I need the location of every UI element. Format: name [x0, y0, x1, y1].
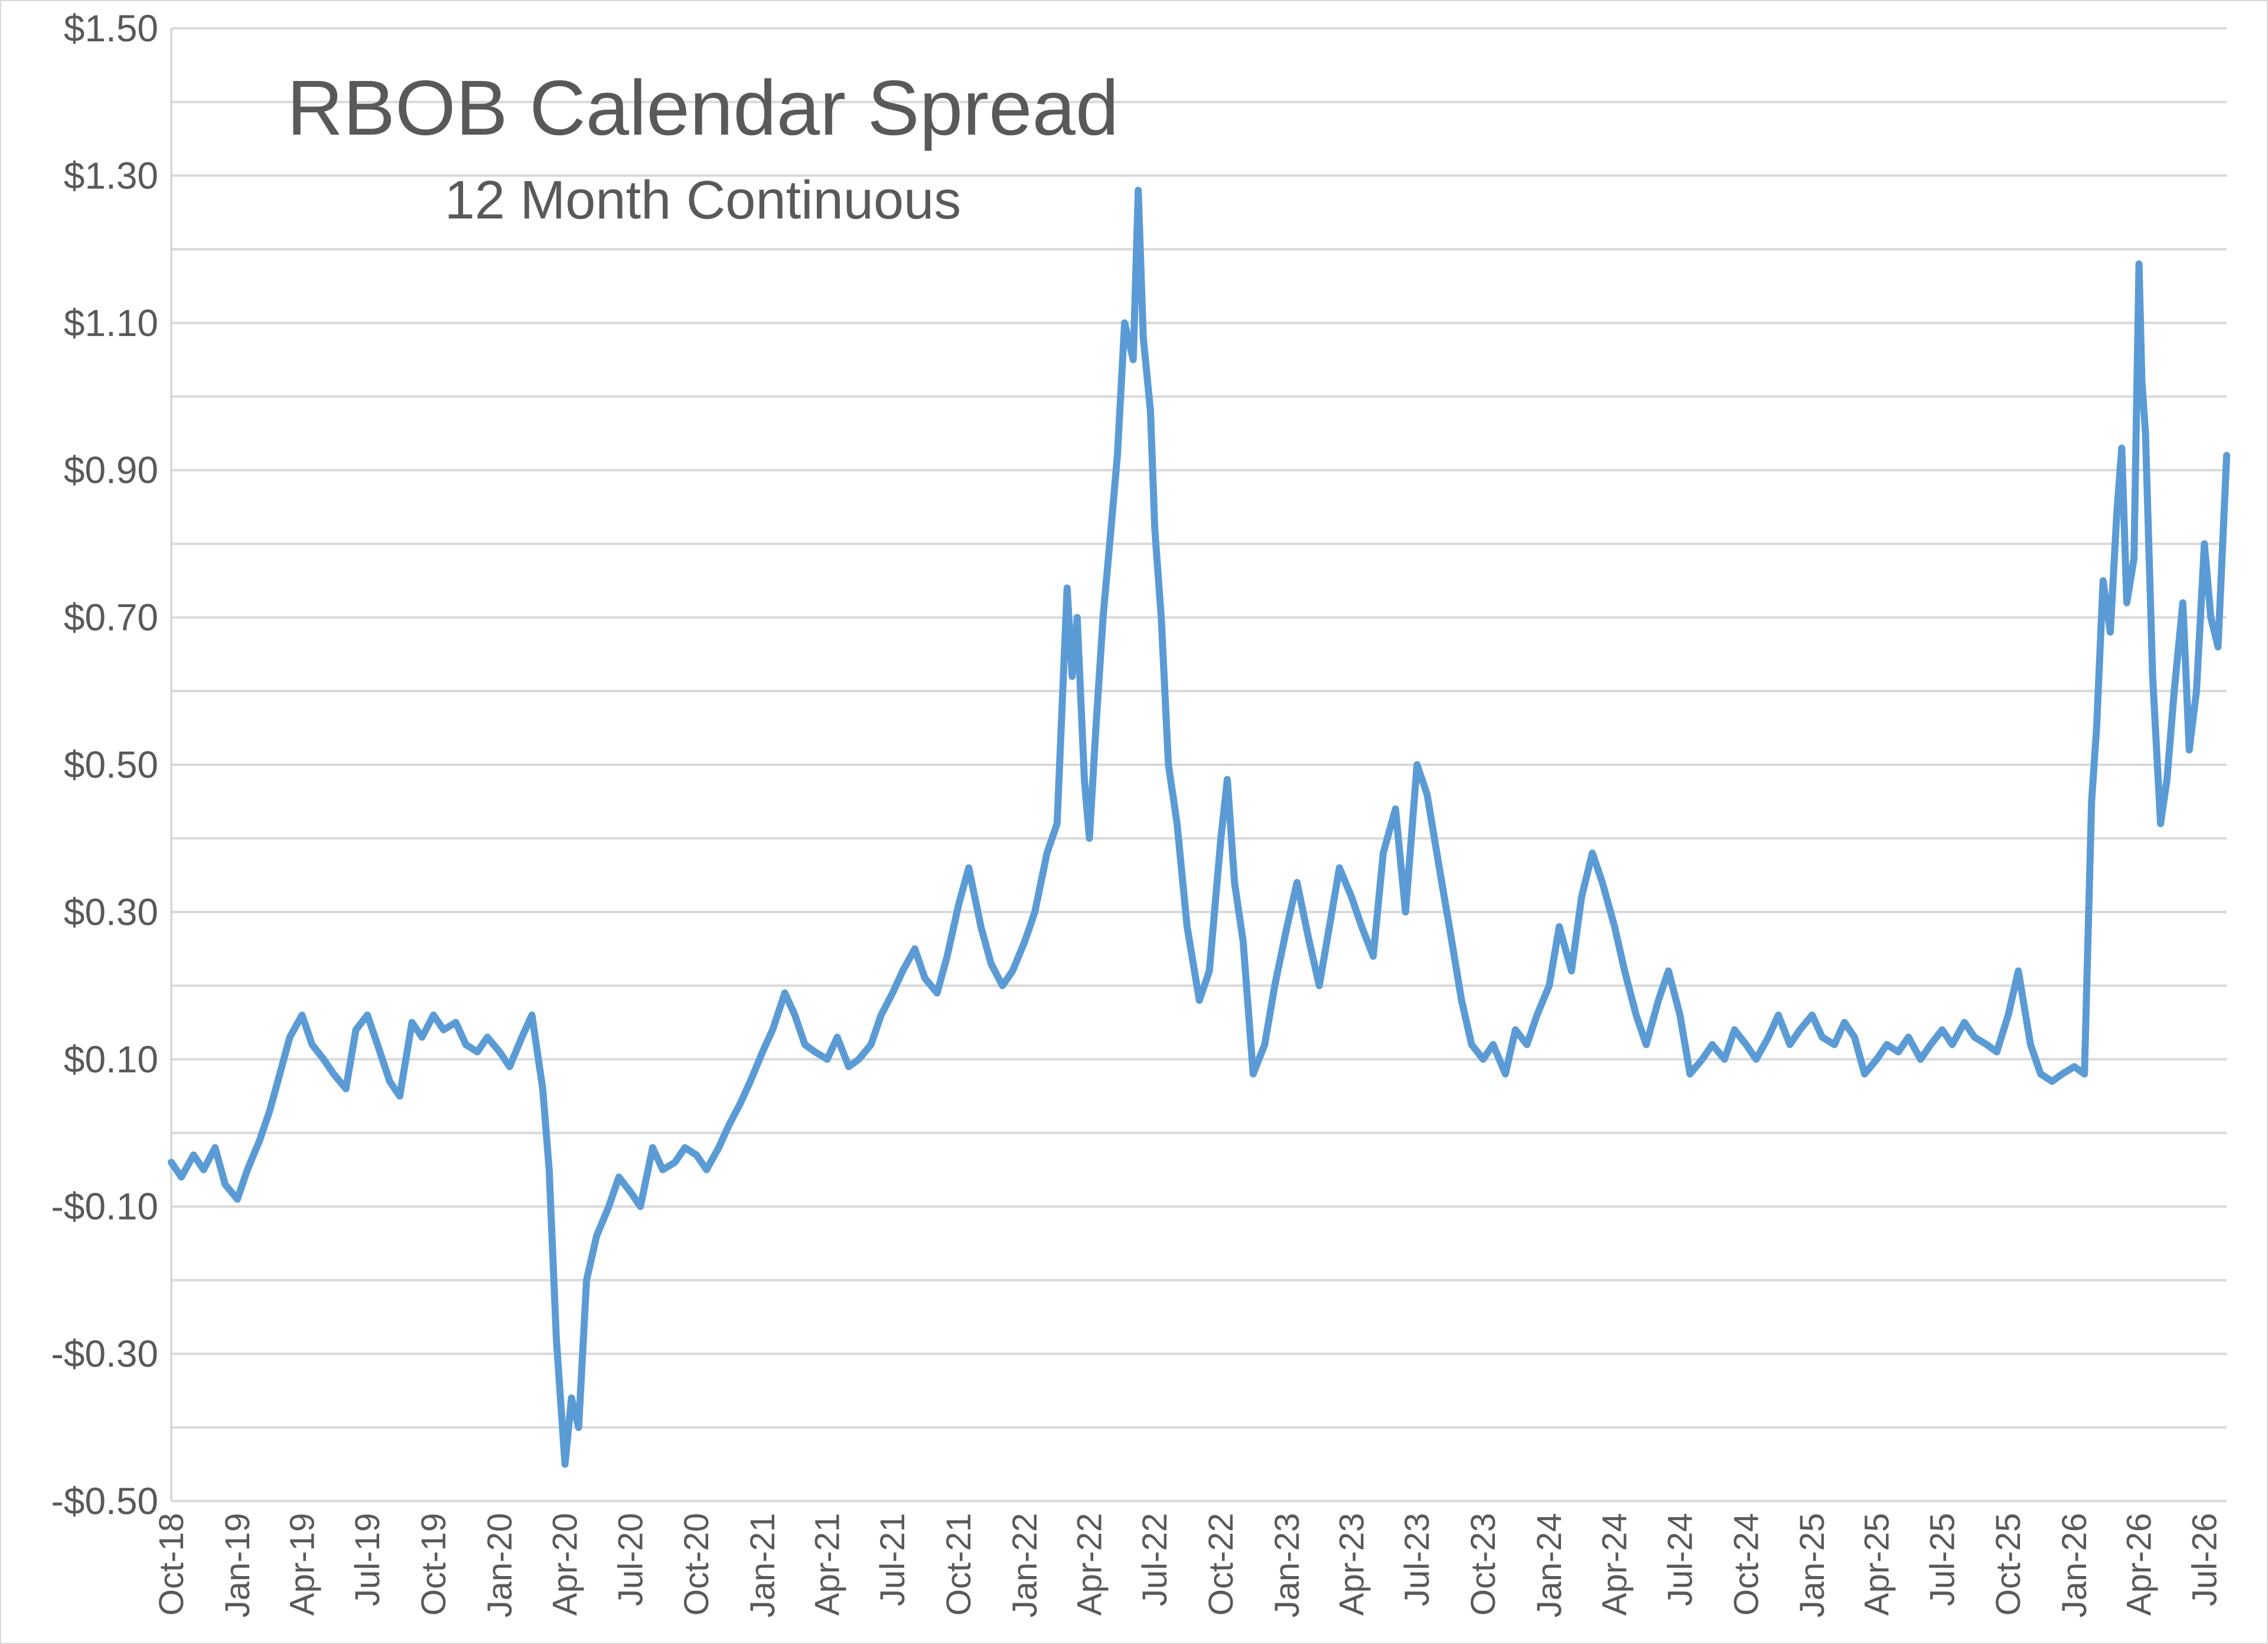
x-axis-tick-labels: Oct-18 Jan-19 Apr-19 Jul-19 Oct-19 Jan-20 Apr-… — [152, 1513, 2224, 1617]
gridlines — [170, 27, 2227, 1502]
x-tick-label: Jan-21 — [744, 1513, 782, 1617]
series-line — [168, 187, 2230, 1468]
x-tick-label: Apr-23 — [1332, 1513, 1371, 1616]
x-tick-label: Apr-20 — [546, 1513, 585, 1616]
x-tick-label: Jan-19 — [219, 1513, 257, 1617]
x-tick-label: Oct-23 — [1464, 1513, 1503, 1616]
x-tick-label: Oct-22 — [1202, 1513, 1240, 1616]
x-tick-label: Jan-25 — [1793, 1513, 1832, 1617]
x-tick-label: Oct-18 — [152, 1513, 191, 1616]
y-tick-label: $0.90 — [64, 449, 158, 491]
x-tick-label: Jan-22 — [1006, 1513, 1044, 1617]
x-tick-label: Apr-24 — [1596, 1513, 1634, 1616]
x-tick-label: Oct-21 — [940, 1513, 978, 1616]
y-tick-label: -$0.10 — [51, 1185, 158, 1228]
x-tick-label: Apr-22 — [1071, 1513, 1109, 1616]
x-tick-label: Oct-25 — [1989, 1513, 2028, 1616]
y-tick-label: $1.10 — [64, 302, 158, 344]
y-tick-label: $0.30 — [64, 891, 158, 933]
series-layer — [168, 187, 2230, 1468]
x-tick-label: Oct-24 — [1727, 1513, 1765, 1616]
x-tick-label: Jul-22 — [1136, 1513, 1174, 1606]
y-tick-label: $0.50 — [64, 743, 158, 786]
y-tick-label: $1.50 — [64, 7, 158, 50]
x-tick-label: Jul-25 — [1923, 1513, 1961, 1606]
y-tick-label: -$0.30 — [51, 1333, 158, 1375]
x-tick-label: Jul-20 — [611, 1513, 650, 1606]
x-tick-label: Apr-21 — [809, 1513, 847, 1616]
x-tick-label: Jan-24 — [1530, 1513, 1569, 1617]
y-tick-label: $1.30 — [64, 154, 158, 197]
x-tick-label: Oct-20 — [677, 1513, 716, 1616]
chart-title: RBOB Calendar Spread — [287, 64, 1119, 151]
x-tick-label: Apr-19 — [283, 1513, 321, 1616]
x-tick-label: Jan-26 — [2055, 1513, 2094, 1617]
x-tick-label: Jul-21 — [874, 1513, 912, 1606]
chart-subtitle: 12 Month Continuous — [445, 170, 962, 230]
x-tick-label: Jul-19 — [348, 1513, 387, 1606]
y-axis-tick-labels: $1.50 $1.30 $1.10 $0.90 $0.70 $0.50 $0.30 $0.10… — [51, 7, 158, 1522]
x-tick-label: Oct-19 — [415, 1513, 453, 1616]
x-tick-label: Jan-20 — [481, 1513, 519, 1617]
x-tick-label: Jul-26 — [2185, 1513, 2224, 1606]
x-tick-label: Jan-23 — [1268, 1513, 1306, 1617]
x-tick-label: Jul-23 — [1398, 1513, 1436, 1606]
x-tick-label: Jul-24 — [1661, 1513, 1699, 1606]
y-tick-label: $0.70 — [64, 596, 158, 639]
y-tick-label: $0.10 — [64, 1038, 158, 1081]
x-tick-label: Apr-25 — [1858, 1513, 1896, 1616]
y-tick-label: -$0.50 — [51, 1480, 158, 1522]
x-tick-label: Apr-26 — [2120, 1513, 2159, 1616]
